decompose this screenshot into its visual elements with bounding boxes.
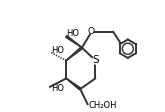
Text: HO: HO [51,84,64,93]
Text: HO: HO [66,29,79,38]
Polygon shape [66,47,83,61]
Text: HO: HO [51,46,64,55]
Circle shape [93,57,100,64]
Polygon shape [66,78,81,90]
Polygon shape [66,36,82,48]
Text: CH₂OH: CH₂OH [89,101,117,110]
Text: S: S [93,55,99,66]
Text: O: O [87,27,94,36]
